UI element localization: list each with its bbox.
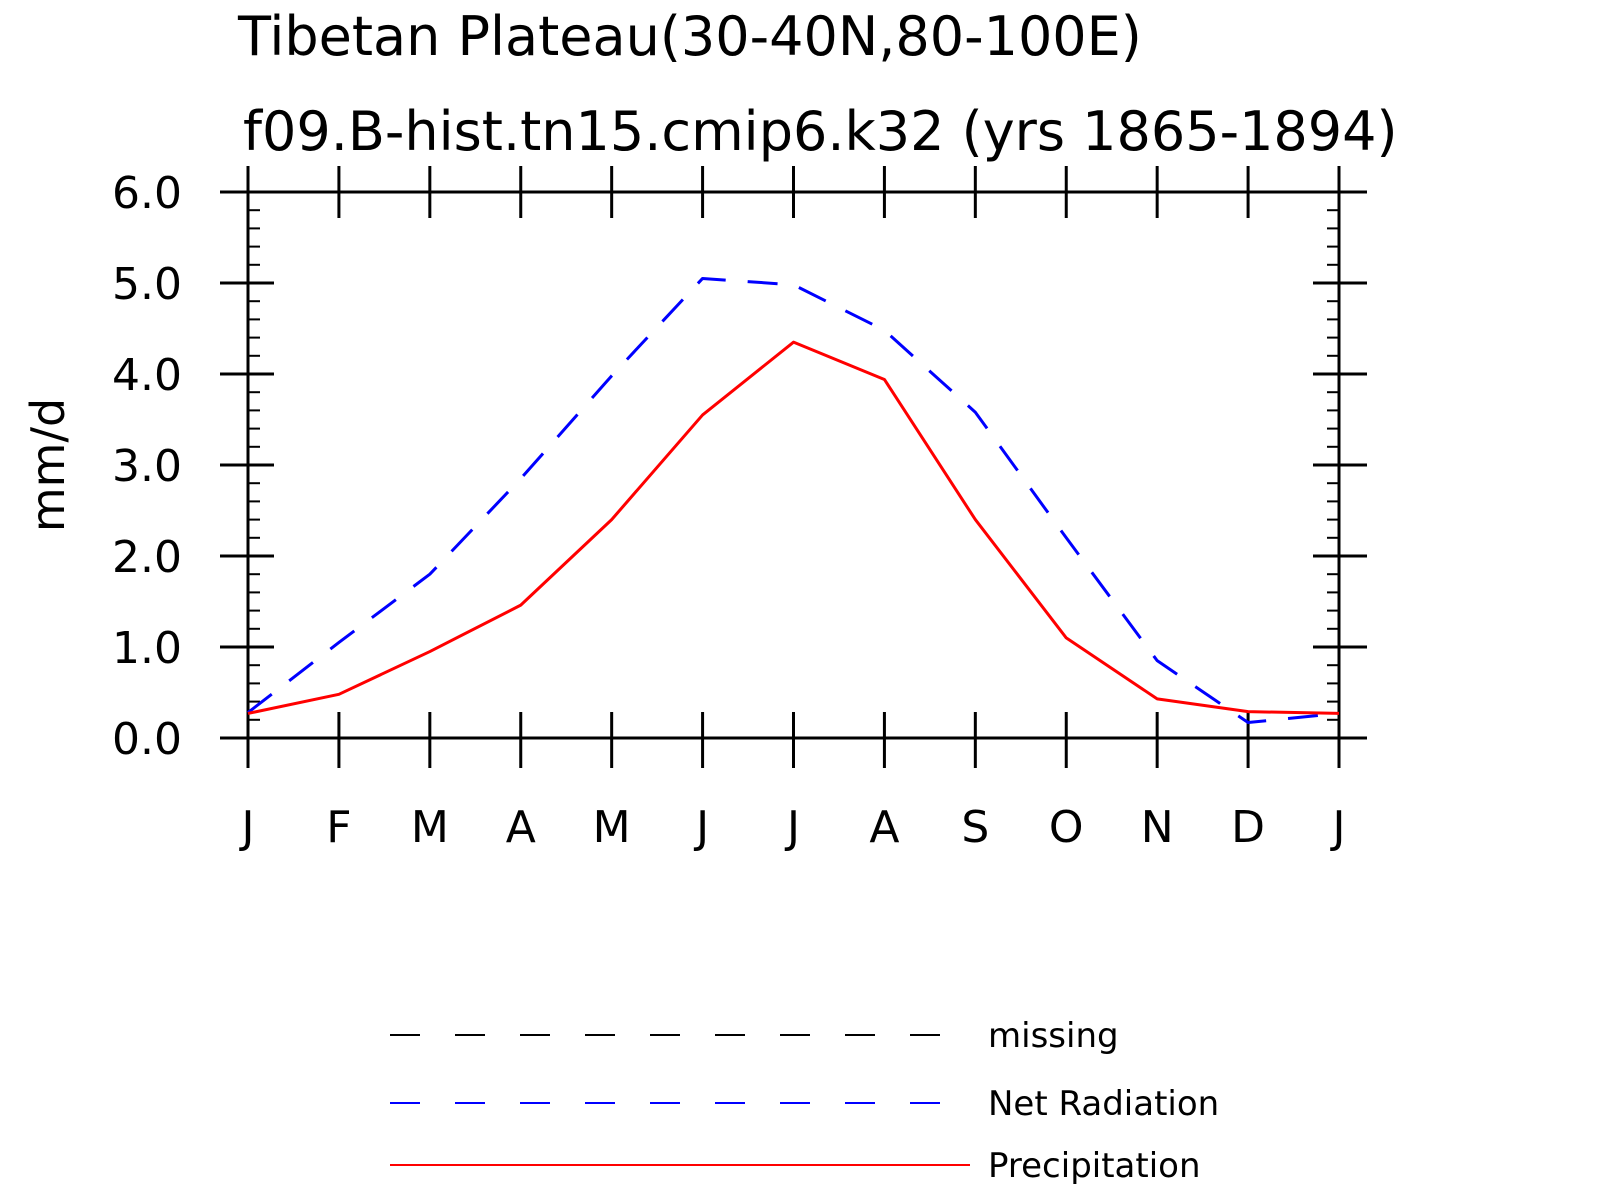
data-point bbox=[337, 693, 340, 696]
x-tick-label: M bbox=[593, 802, 631, 853]
data-point bbox=[792, 283, 795, 286]
axis-ticks bbox=[220, 166, 1367, 768]
data-point bbox=[792, 341, 795, 344]
y-tick-label: 1.0 bbox=[112, 623, 182, 674]
data-point bbox=[428, 573, 431, 576]
data-point bbox=[247, 712, 250, 715]
plot-frame bbox=[246, 190, 1341, 740]
series-lines bbox=[247, 276, 1341, 725]
x-tick-label: A bbox=[506, 802, 536, 853]
data-point bbox=[883, 378, 886, 381]
y-tick-label: 0.0 bbox=[112, 714, 182, 765]
data-point bbox=[1156, 659, 1159, 662]
x-tick-label: O bbox=[1049, 802, 1084, 853]
y-tick-label: 4.0 bbox=[112, 350, 182, 401]
x-tick-label: J bbox=[693, 802, 709, 853]
y-tick-label: 5.0 bbox=[112, 259, 182, 310]
x-tick-label: S bbox=[961, 802, 989, 853]
data-point bbox=[883, 329, 886, 332]
legend-label: Precipitation bbox=[988, 1146, 1201, 1186]
legend: missing Net Radiation Precipitation bbox=[390, 1016, 1219, 1186]
data-point bbox=[610, 518, 613, 521]
data-point bbox=[701, 277, 704, 280]
legend-label: missing bbox=[988, 1016, 1119, 1056]
data-point bbox=[1065, 636, 1068, 639]
y-tick-label: 2.0 bbox=[112, 532, 182, 583]
data-point bbox=[974, 411, 977, 414]
y-tick-labels: 0.0 1.0 2.0 3.0 4.0 5.0 6.0 bbox=[112, 168, 182, 765]
y-tick-label: 6.0 bbox=[112, 168, 182, 219]
x-tick-label: F bbox=[326, 802, 351, 853]
series-line bbox=[247, 276, 1340, 725]
data-point bbox=[1156, 697, 1159, 700]
x-tick-label: M bbox=[411, 802, 449, 853]
data-point bbox=[428, 650, 431, 653]
data-point bbox=[1247, 710, 1250, 713]
x-tick-label: J bbox=[1330, 802, 1346, 853]
data-point bbox=[701, 413, 704, 416]
data-point bbox=[1338, 712, 1341, 715]
data-point bbox=[1065, 536, 1068, 539]
y-tick-label: 3.0 bbox=[112, 441, 182, 492]
x-tick-label: A bbox=[869, 802, 899, 853]
data-point bbox=[974, 518, 977, 521]
x-tick-label: D bbox=[1231, 802, 1265, 853]
data-point bbox=[610, 374, 613, 377]
x-tick-label: J bbox=[239, 802, 255, 853]
y-axis-label: mm/d bbox=[21, 398, 75, 532]
chart-subtitle: f09.B-hist.tn15.cmip6.k32 (yrs 1865-1894… bbox=[243, 100, 1398, 163]
chart-title: Tibetan Plateau(30-40N,80-100E) bbox=[237, 5, 1142, 68]
series-line bbox=[247, 340, 1340, 715]
x-tick-label: N bbox=[1141, 802, 1174, 853]
data-point bbox=[519, 477, 522, 480]
data-point bbox=[1247, 721, 1250, 724]
legend-label: Net Radiation bbox=[988, 1084, 1219, 1124]
x-tick-label: J bbox=[784, 802, 800, 853]
data-point bbox=[519, 604, 522, 607]
data-point bbox=[337, 641, 340, 644]
